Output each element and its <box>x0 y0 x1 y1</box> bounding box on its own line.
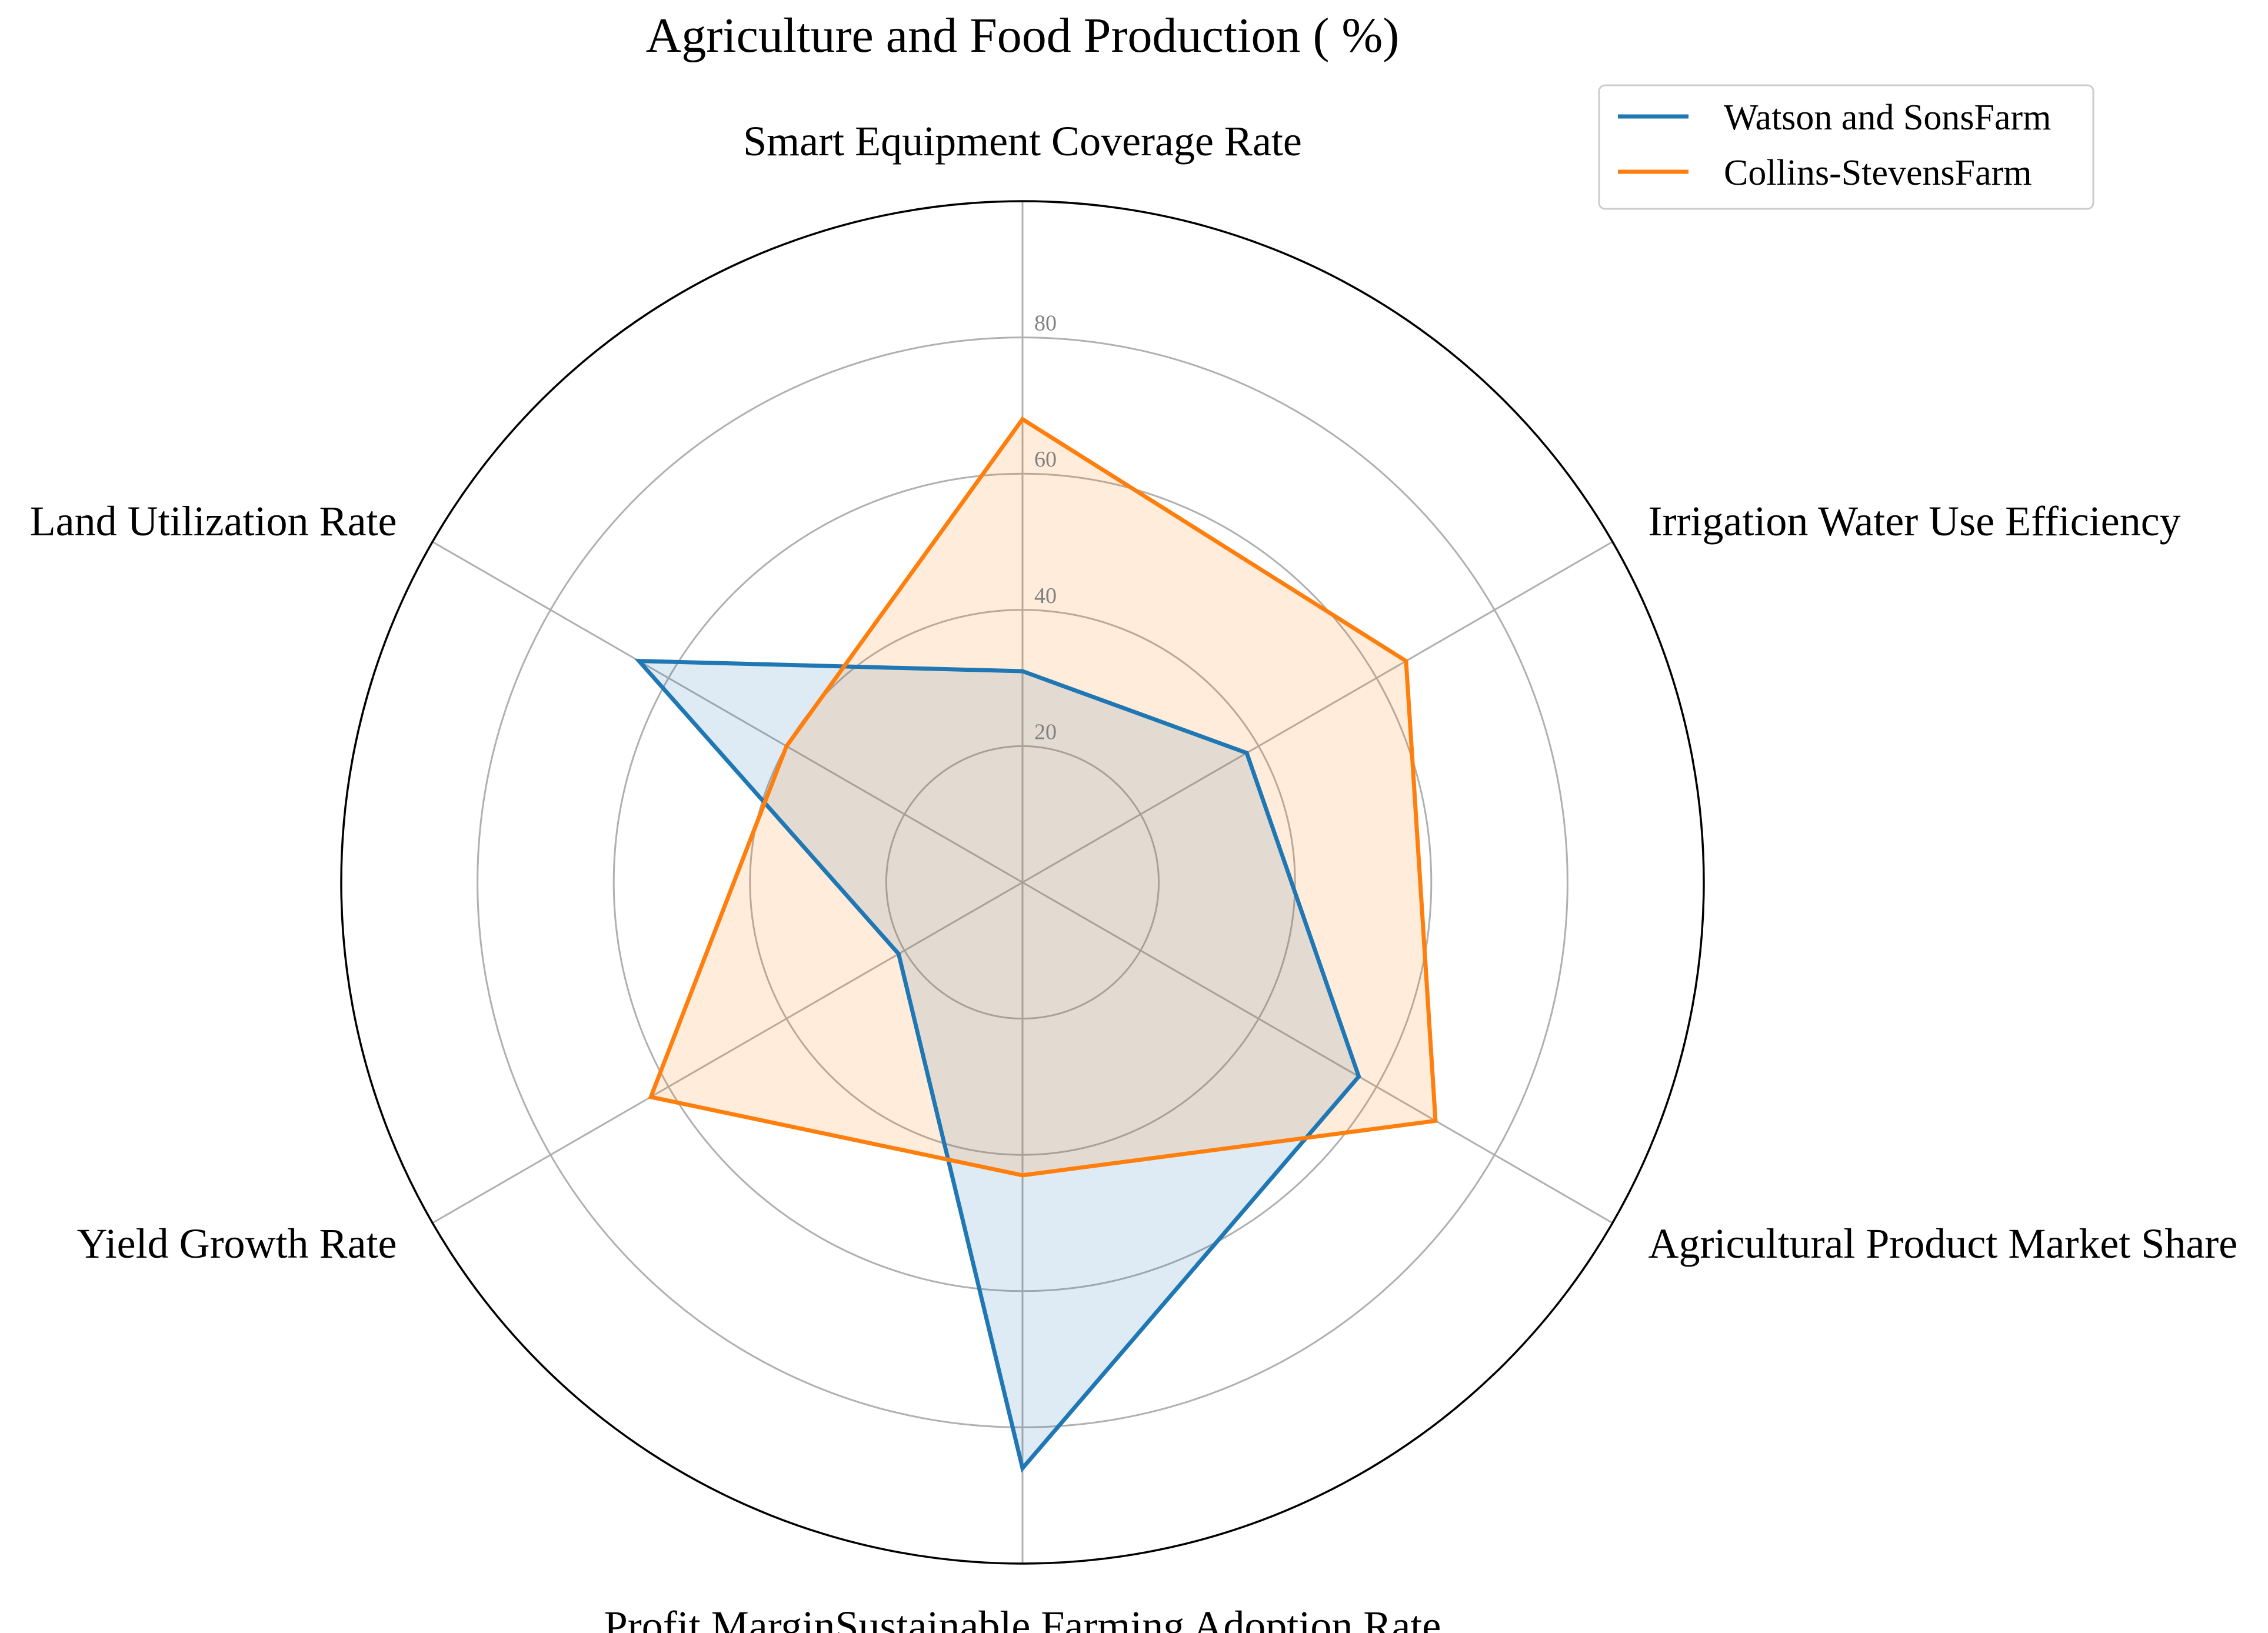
grid-spoke-land-utilization-rate <box>432 541 1023 884</box>
radial-grid <box>340 200 1705 1565</box>
legend-label-collins-stevensfarm: Collins-StevensFarm <box>1724 153 2032 193</box>
data-point-watson-and-sonsfarm-irrigation-water-use-efficiency <box>1246 752 1248 754</box>
tick-label-60: 60 <box>1034 447 1057 472</box>
legend-label-watson-and-sonsfarm: Watson and SonsFarm <box>1724 98 2051 138</box>
data-point-watson-and-sonsfarm-land-utilization-rate <box>638 660 640 662</box>
grid-spoke-irrigation-water-use-efficiency <box>1022 541 1613 884</box>
data-point-collins-stevensfarm-irrigation-water-use-efficiency <box>1405 660 1407 662</box>
outer-frame <box>340 200 1705 1565</box>
tick-label-20: 20 <box>1034 719 1057 744</box>
data-point-collins-stevensfarm-yield-growth-rate <box>650 1096 652 1098</box>
data-point-collins-stevensfarm-agricultural-product-market-share <box>1435 1120 1436 1122</box>
data-point-watson-and-sonsfarm-smart-equipment-coverage-rate <box>1022 671 1023 672</box>
chart-title: Agriculture and Food Production ( %) <box>646 8 1400 63</box>
series-lines <box>634 416 1438 1473</box>
series-fill-collins-stevensfarm <box>651 419 1436 1175</box>
grid-spoke-yield-growth-rate <box>432 881 1023 1224</box>
axis-label-land-utilization-rate: Land Utilization Rate <box>30 498 397 545</box>
axis-label-agricultural-product-market-share: Agricultural Product Market Share <box>1648 1220 2238 1267</box>
tick-label-80: 80 <box>1034 311 1057 336</box>
axis-labels: Smart Equipment Coverage Rate Irrigation … <box>30 118 2238 1633</box>
axis-label-profit-marginsustainable-farming-adoption-rate: Profit MarginSustainable Farming Adoptio… <box>604 1602 1441 1633</box>
data-point-watson-and-sonsfarm-yield-growth-rate <box>898 953 900 955</box>
legend: Watson and SonsFarm Collins-StevensFarm <box>1598 84 2094 210</box>
data-point-watson-and-sonsfarm-agricultural-product-market-share <box>1358 1076 1360 1077</box>
axis-label-irrigation-water-use-efficiency: Irrigation Water Use Efficiency <box>1648 498 2181 545</box>
legend-frame <box>1598 84 2094 210</box>
axis-label-smart-equipment-coverage-rate: Smart Equipment Coverage Rate <box>743 118 1302 165</box>
data-point-collins-stevensfarm-profit-marginsustainable-farming-adoption-rate <box>1022 1174 1023 1176</box>
axis-label-yield-growth-rate: Yield Growth Rate <box>77 1220 397 1267</box>
radial-tick-labels: 20 40 60 80 <box>1034 311 1057 745</box>
data-point-collins-stevensfarm-land-utilization-rate <box>785 745 787 747</box>
tick-label-40: 40 <box>1034 584 1057 608</box>
grid-spoke-agricultural-product-market-share <box>1022 881 1613 1224</box>
data-point-collins-stevensfarm-smart-equipment-coverage-rate <box>1022 418 1023 420</box>
data-point-watson-and-sonsfarm-profit-marginsustainable-farming-adoption-rate <box>1022 1467 1023 1469</box>
